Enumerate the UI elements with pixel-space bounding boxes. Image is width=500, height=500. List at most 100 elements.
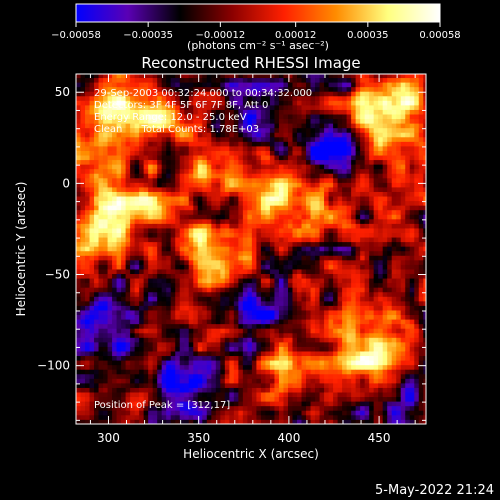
heatmap-cell: [80, 373, 86, 379]
heatmap-cell: [265, 100, 271, 106]
heatmap-cell: [283, 314, 289, 320]
heatmap-cell: [265, 173, 271, 179]
heatmap-cell: [346, 278, 352, 284]
heatmap-cell: [94, 346, 99, 352]
heatmap-cell: [179, 364, 185, 370]
heatmap-cell: [238, 360, 244, 366]
heatmap-cell: [188, 250, 194, 256]
heatmap-cell: [337, 77, 343, 83]
heatmap-cell: [202, 200, 208, 206]
heatmap-cell: [76, 214, 81, 220]
heatmap-cell: [179, 109, 185, 115]
heatmap-cell: [351, 328, 357, 334]
heatmap-cell: [342, 278, 348, 284]
heatmap-cell: [125, 200, 131, 206]
heatmap-cell: [166, 241, 172, 247]
heatmap-cell: [220, 77, 226, 83]
heatmap-cell: [260, 382, 266, 388]
heatmap-cell: [175, 100, 181, 106]
heatmap-cell: [184, 364, 190, 370]
heatmap-cell: [134, 341, 140, 347]
heatmap-cell: [229, 305, 235, 311]
heatmap-cell: [184, 91, 190, 97]
heatmap-cell: [351, 382, 357, 388]
heatmap-cell: [80, 250, 86, 256]
heatmap-cell: [85, 168, 90, 174]
heatmap-cell: [319, 278, 325, 284]
heatmap-cell: [355, 373, 361, 379]
heatmap-cell: [161, 228, 167, 233]
heatmap-cell: [274, 291, 280, 297]
heatmap-cell: [193, 246, 199, 252]
heatmap-cell: [315, 264, 320, 270]
heatmap-cell: [238, 287, 244, 293]
heatmap-cell: [139, 164, 145, 170]
heatmap-cell: [224, 351, 230, 357]
heatmap-cell: [193, 405, 199, 411]
heatmap-cell: [103, 114, 108, 120]
heatmap-cell: [328, 305, 334, 311]
heatmap-cell: [333, 241, 338, 247]
heatmap-cell: [76, 419, 81, 424]
heatmap-cell: [292, 410, 298, 416]
heatmap-cell: [292, 414, 298, 420]
heatmap-cell: [328, 209, 334, 215]
heatmap-cell: [287, 341, 293, 347]
heatmap-cell: [175, 237, 181, 243]
heatmap-cell: [360, 296, 366, 302]
heatmap-cell: [125, 77, 131, 83]
heatmap-cell: [238, 405, 244, 411]
heatmap-cell: [98, 127, 104, 133]
heatmap-cell: [139, 410, 145, 416]
heatmap-cell: [242, 373, 248, 379]
heatmap-cell: [157, 218, 163, 224]
heatmap-cell: [76, 410, 81, 416]
heatmap-cell: [360, 146, 366, 151]
heatmap-cell: [197, 146, 203, 151]
heatmap-cell: [224, 250, 230, 256]
heatmap-cell: [269, 100, 275, 106]
heatmap-cell: [360, 273, 366, 279]
heatmap-cell: [188, 241, 194, 247]
heatmap-cell: [355, 378, 361, 384]
heatmap-cell: [355, 155, 361, 161]
heatmap-cell: [265, 405, 271, 411]
heatmap-cell: [148, 74, 154, 79]
heatmap-cell: [202, 405, 208, 411]
heatmap-cell: [242, 136, 248, 142]
heatmap-cell: [360, 109, 366, 115]
heatmap-cell: [94, 373, 99, 379]
heatmap-cell: [360, 214, 366, 220]
heatmap-cell: [202, 410, 208, 416]
heatmap-cell: [278, 241, 284, 247]
heatmap-cell: [193, 118, 199, 124]
heatmap-cell: [355, 127, 361, 133]
heatmap-cell: [139, 278, 145, 284]
heatmap-cell: [224, 282, 230, 288]
heatmap-cell: [346, 209, 352, 215]
heatmap-cell: [197, 310, 203, 316]
heatmap-cell: [355, 392, 361, 398]
heatmap-cell: [342, 159, 348, 165]
heatmap-cell: [161, 141, 167, 147]
colorbar: [75, 3, 441, 23]
heatmap-cell: [301, 159, 307, 165]
heatmap-cell: [161, 305, 167, 311]
heatmap-cell: [188, 132, 194, 138]
heatmap-cell: [112, 419, 117, 424]
heatmap-cell: [103, 287, 108, 293]
heatmap-cell: [197, 382, 203, 388]
heatmap-cell: [188, 259, 194, 265]
heatmap-cell: [197, 177, 203, 183]
heatmap-cell: [134, 287, 140, 293]
heatmap-cell: [364, 250, 370, 256]
heatmap-cell: [297, 341, 302, 347]
heatmap-cell: [315, 296, 320, 302]
heatmap-cell: [139, 351, 145, 357]
heatmap-cell: [324, 214, 329, 220]
heatmap-cell: [197, 74, 203, 79]
heatmap-cell: [274, 264, 280, 270]
heatmap-cell: [292, 114, 298, 120]
heatmap-cell: [166, 323, 172, 329]
heatmap-cell: [139, 296, 145, 302]
